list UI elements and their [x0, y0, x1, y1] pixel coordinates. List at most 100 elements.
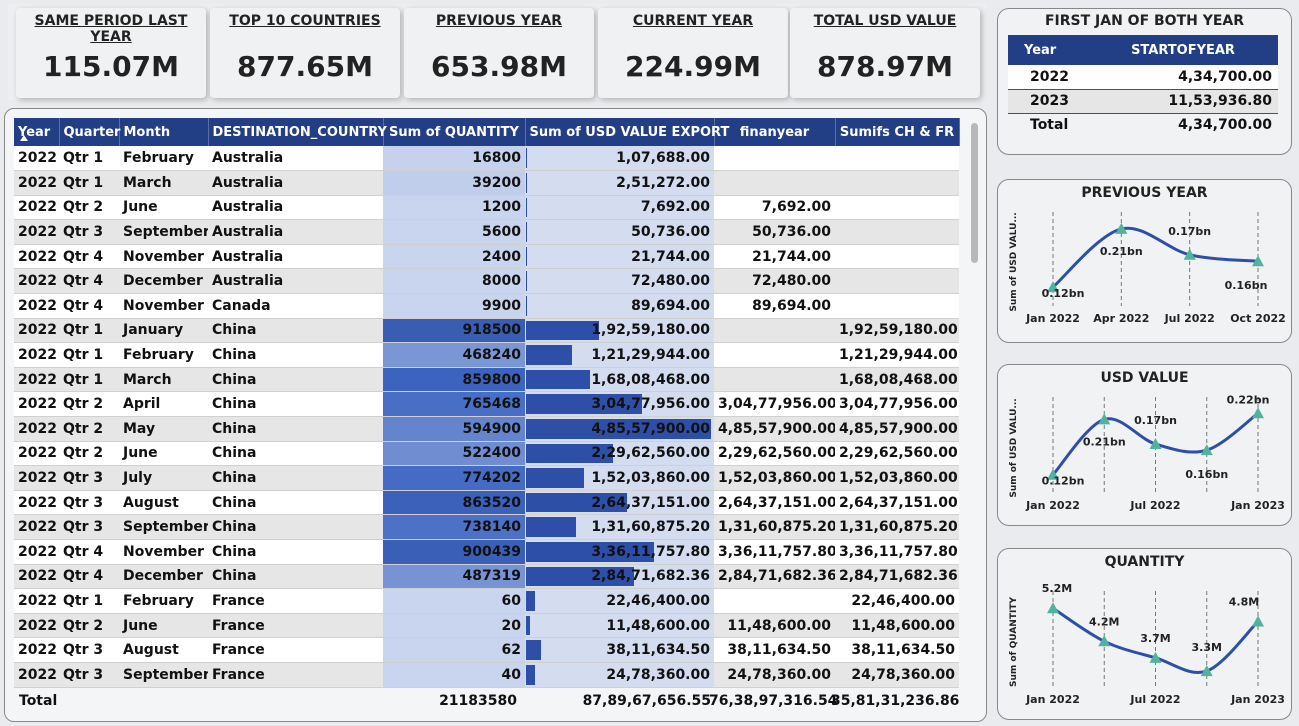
column-header[interactable]: STARTOFYEAR	[1088, 35, 1278, 65]
data-bar	[526, 664, 536, 685]
data-point[interactable]	[1047, 602, 1059, 614]
usd-value-cell: 50,736.00	[525, 219, 714, 245]
data-point[interactable]	[1149, 651, 1162, 663]
table-row[interactable]: 2022 Qtr 4 December China 487319 2,84,71,682.…	[14, 564, 959, 590]
cell: 4,34,700.00	[1088, 112, 1278, 137]
sumifs-cell: 22,46,400.00	[835, 588, 959, 614]
cell: 2022	[1008, 65, 1088, 89]
quarter-cell: Qtr 3	[59, 219, 119, 245]
kpi-value: 224.99M	[625, 50, 761, 83]
table-row[interactable]: 2022 Qtr 1 January China 918500 1,92,59,180.0…	[14, 318, 959, 344]
table-row[interactable]: 2022 Qtr 3 July China 774202 1,52,03,860.00 1,…	[14, 465, 959, 491]
panel-title: FIRST JAN OF BOTH YEAR	[1044, 13, 1245, 29]
kpi-label: SAME PERIOD LAST YEAR	[34, 13, 188, 45]
month-cell: September	[119, 662, 210, 688]
table-row[interactable]: 2022 Qtr 2 June Australia 1200 7,692.00 7,692.…	[14, 195, 959, 221]
table-row[interactable]: 2022 Qtr 4 November China 900439 3,36,11,757.…	[14, 539, 959, 565]
year-cell: 2022	[14, 637, 59, 663]
data-label: 0.16bn	[1185, 468, 1228, 481]
data-point[interactable]	[1098, 413, 1111, 425]
data-point[interactable]	[1252, 255, 1264, 267]
x-tick-label: Jan 2022	[1025, 312, 1080, 325]
table-row[interactable]: 2022 Qtr 3 August China 863520 2,64,37,151.00…	[14, 490, 959, 516]
data-bar	[526, 394, 643, 415]
data-bar	[526, 492, 627, 513]
column-header[interactable]: Sum of USD VALUE EXPORT	[525, 118, 729, 146]
data-point[interactable]	[1115, 222, 1128, 234]
data-point[interactable]	[1098, 635, 1111, 647]
column-header[interactable]: finanyear	[714, 118, 836, 146]
table-row[interactable]: 2022 Qtr 3 September Australia 5600 50,736.00…	[14, 219, 959, 245]
kpi-label: TOP 10 COUNTRIES	[229, 13, 381, 29]
table-row[interactable]: 2022 Qtr 1 February France 60 22,46,400.00 22,…	[14, 588, 959, 614]
column-header[interactable]: Quarter	[59, 118, 120, 146]
data-point[interactable]	[1149, 438, 1162, 449]
month-cell: February	[119, 342, 208, 368]
quarter-cell: Qtr 3	[59, 465, 119, 491]
country-cell: France	[208, 613, 383, 639]
table-row[interactable]: 2022 Qtr 4 November Canada 9900 89,694.00 89,6…	[14, 293, 959, 319]
data-point[interactable]	[1252, 615, 1264, 627]
table-row[interactable]: 2022 Qtr 2 May China 594900 4,85,57,900.00 4,8…	[14, 416, 959, 442]
table-row[interactable]: 2022 Qtr 4 December Australia 8000 72,480.00 7…	[14, 268, 959, 295]
cell: 2023	[1008, 88, 1088, 113]
mini-header-row: Year STARTOFYEAR	[1008, 35, 1278, 65]
sumifs-cell: 24,78,360.00	[835, 662, 959, 688]
quantity-cell: 774202	[383, 465, 525, 491]
table-row[interactable]: 2022 Qtr 3 September China 738140 1,31,60,875…	[14, 514, 959, 540]
finanyear-cell	[714, 588, 835, 614]
usd-value-cell: 24,78,360.00	[525, 662, 714, 688]
x-tick-label: Apr 2022	[1093, 312, 1149, 325]
column-header[interactable]: Sum of QUANTITY	[383, 118, 526, 146]
data-bar	[526, 566, 635, 587]
table-row[interactable]: 2022 Qtr 1 February Australia 16800 1,07,688.…	[14, 146, 959, 172]
x-tick-label: Jul 2022	[1129, 693, 1180, 706]
table-row[interactable]: 2022 Qtr 2 April China 765468 3,04,77,956.00 3…	[14, 391, 959, 418]
data-bar	[526, 173, 527, 193]
data-point[interactable]	[1047, 281, 1059, 293]
finanyear-cell: 2,84,71,682.36	[714, 564, 837, 590]
country-cell: China	[208, 318, 383, 344]
data-point[interactable]	[1200, 444, 1213, 456]
usd-value-cell: 4,85,57,900.00	[525, 416, 714, 442]
month-cell: April	[119, 391, 208, 418]
finanyear-cell: 24,78,360.00	[714, 662, 835, 688]
table-row[interactable]: 2022 Qtr 2 June France 20 11,48,600.00 11,48,6…	[14, 613, 959, 639]
column-header[interactable]: DESTINATION_COUNTRY	[208, 118, 387, 146]
column-header[interactable]: Year	[1008, 35, 1088, 65]
usd-value-text: 21,744.00	[631, 248, 710, 265]
quantity-cell: 863520	[383, 490, 525, 516]
month-cell: September	[119, 219, 210, 245]
month-cell: March	[119, 170, 208, 196]
table-row[interactable]: 2022 Qtr 3 September France 40 24,78,360.00 24…	[14, 662, 959, 688]
table-row[interactable]: 2022 Qtr 1 March China 859800 1,68,08,468.00 1…	[14, 367, 959, 393]
quarter-cell: Qtr 2	[59, 391, 119, 418]
usd-value-text: 1,31,60,875.20	[591, 519, 710, 536]
quantity-cell: 16800	[383, 146, 525, 172]
year-cell: 2022	[14, 170, 59, 196]
table-body: 2022 Qtr 1 February Australia 16800 1,07,688.…	[14, 146, 959, 688]
table-row[interactable]: 2022 Qtr 3 August France 62 38,11,634.50 38,11…	[14, 637, 959, 663]
table-row[interactable]: 2022 Qtr 1 February China 468240 1,21,29,944.…	[14, 342, 959, 368]
table-row[interactable]: 2022 Qtr 2 June China 522400 2,29,62,560.00 2,…	[14, 441, 959, 467]
column-header[interactable]: Month	[119, 118, 209, 146]
table-row[interactable]: 2022 Qtr 1 March Australia 39200 2,51,272.00	[14, 170, 959, 196]
data-point[interactable]	[1200, 665, 1213, 677]
data-label: 4.2M	[1089, 615, 1119, 628]
sort-ascending-icon[interactable]	[20, 135, 28, 141]
month-cell: February	[119, 146, 208, 172]
usd-value-text: 22,46,400.00	[606, 592, 710, 609]
table-row[interactable]: 2022 Qtr 4 November Australia 2400 21,744.00 2…	[14, 244, 959, 270]
sumifs-cell: 1,68,08,468.00	[835, 367, 959, 393]
country-cell: China	[208, 391, 383, 418]
data-bar	[526, 271, 527, 292]
data-point[interactable]	[1183, 248, 1196, 260]
data-bar	[526, 320, 600, 341]
data-point[interactable]	[1252, 407, 1264, 419]
scrollbar-thumb[interactable]	[971, 123, 978, 263]
kpi-value: 653.98M	[431, 50, 567, 83]
column-header[interactable]: Year	[14, 118, 60, 146]
year-cell: 2022	[14, 268, 59, 295]
column-header[interactable]: Sumifs CH & FR	[835, 118, 960, 146]
data-point[interactable]	[1047, 468, 1059, 480]
